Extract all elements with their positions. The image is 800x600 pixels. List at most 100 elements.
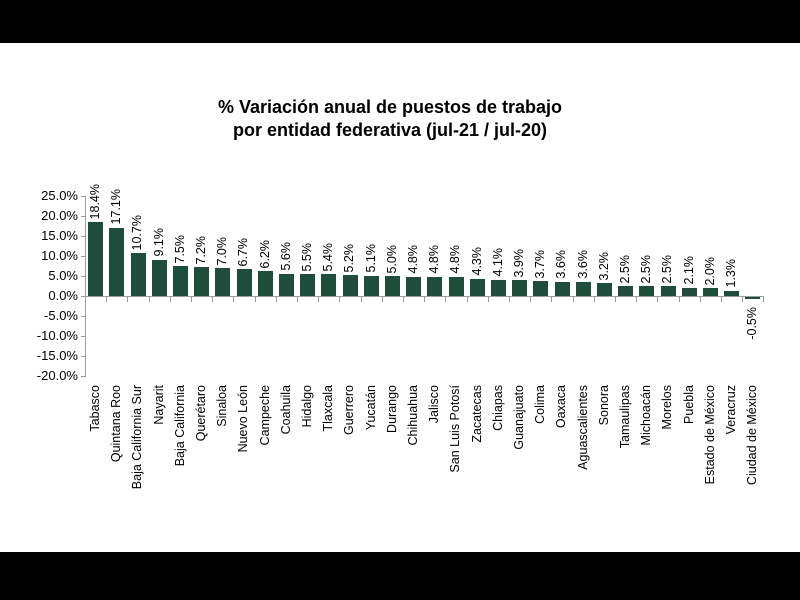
bar	[384, 276, 400, 296]
category-label: Jalisco	[424, 385, 445, 423]
category-label: Guanajuato	[509, 385, 530, 450]
x-axis-line	[85, 296, 765, 297]
category-label-text: Oaxaca	[554, 385, 569, 429]
x-axis-tick	[148, 297, 150, 302]
bar-value-label: 2.1%	[679, 256, 700, 285]
x-axis-tick	[742, 297, 744, 302]
category-label-text: Baja California Sur	[130, 385, 145, 490]
bar-value-label: 1.3%	[721, 259, 742, 288]
category-label: Nayarit	[149, 385, 170, 425]
category-label: Tlaxcala	[318, 385, 339, 432]
x-axis-tick	[699, 297, 701, 302]
bar-value-label: 4.3%	[467, 247, 488, 276]
bar	[702, 288, 718, 296]
bar	[257, 271, 273, 296]
bar-value-text: 7.0%	[215, 236, 230, 266]
bar-value-text: 9.1%	[151, 228, 166, 257]
x-axis-tick	[530, 297, 532, 302]
x-axis-tick	[657, 297, 659, 302]
bar-value-label: 3.6%	[551, 250, 572, 279]
category-label-text: Morelos	[660, 385, 675, 430]
bar-value-label: 5.2%	[339, 244, 360, 273]
bar-value-label: 5.1%	[361, 244, 382, 273]
bar-value-text: 2.5%	[618, 254, 633, 284]
category-label-text: Chihuahua	[406, 385, 421, 446]
bar-value-text: -0.5%	[745, 307, 760, 340]
bar-value-text: 3.2%	[596, 251, 611, 281]
category-label: Baja California Sur	[127, 385, 148, 489]
category-label: Tamaulipas	[615, 385, 636, 448]
bar	[681, 287, 697, 296]
x-axis-tick	[318, 297, 320, 302]
category-label-text: Aguascalientes	[575, 385, 590, 470]
bar-value-text: 2.5%	[639, 254, 654, 284]
bar-value-label: 9.1%	[149, 228, 170, 257]
bar-value-text: 7.5%	[172, 234, 187, 264]
bar-value-label: 7.5%	[170, 235, 191, 264]
x-axis-tick	[763, 297, 765, 302]
bar-value-label: 17.1%	[106, 189, 127, 224]
bar	[490, 279, 506, 296]
bar-value-text: 2.0%	[702, 256, 717, 286]
bar-value-label: 3.7%	[530, 250, 551, 279]
x-axis-tick	[487, 297, 489, 302]
bar	[215, 268, 231, 296]
category-label: Chihuahua	[403, 385, 424, 445]
category-label-text: Nayarit	[151, 385, 166, 425]
y-axis-tick-label: -10.0%	[36, 328, 78, 343]
x-axis-tick	[233, 297, 235, 302]
category-label: Sonora	[594, 385, 615, 425]
bar	[618, 286, 634, 296]
category-label-text: Tlaxcala	[321, 385, 336, 432]
category-label-text: Hidalgo	[300, 385, 315, 428]
category-label: Durango	[382, 385, 403, 433]
bar-value-text: 4.8%	[406, 245, 421, 274]
category-label: Yucatán	[361, 385, 382, 430]
category-label-text: San Luis Potosí	[448, 385, 463, 473]
category-label-text: Jalisco	[427, 385, 442, 424]
bar-value-text: 10.7%	[130, 214, 145, 251]
bar	[427, 276, 443, 296]
x-axis-tick	[254, 297, 256, 302]
category-label-text: Coahuila	[278, 385, 293, 435]
bar	[363, 275, 379, 296]
y-axis-tick	[81, 336, 85, 337]
x-axis-tick	[403, 297, 404, 302]
bar	[172, 266, 188, 296]
bar-value-text: 6.2%	[257, 239, 272, 269]
bar-value-label: 4.1%	[488, 248, 509, 277]
y-axis-tick	[81, 236, 85, 237]
x-axis-tick	[678, 297, 680, 302]
bar	[660, 286, 676, 296]
category-label: Guerrero	[339, 385, 360, 435]
bar-value-text: 2.1%	[681, 256, 696, 285]
x-axis-tick	[169, 297, 171, 302]
x-axis-tick	[360, 297, 362, 302]
category-label-text: Puebla	[681, 385, 696, 424]
y-axis-tick-label: 20.0%	[41, 208, 78, 223]
bar	[278, 273, 294, 296]
y-axis-tick-label: 10.0%	[41, 248, 78, 263]
letterbox-top	[0, 0, 800, 43]
bar-value-text: 18.4%	[88, 183, 103, 220]
bar-value-label: 5.5%	[297, 243, 318, 272]
bar-value-text: 5.5%	[300, 242, 315, 272]
category-label-text: Zacatecas	[469, 385, 484, 443]
bar	[194, 267, 210, 296]
y-axis-tick	[81, 256, 85, 257]
bar-value-text: 4.3%	[469, 247, 484, 276]
y-axis-tick	[81, 296, 85, 297]
y-axis-tick-label: -15.0%	[36, 348, 78, 363]
category-label: Sinaloa	[212, 385, 233, 427]
x-axis-tick	[593, 297, 595, 302]
category-label-text: Michoacán	[639, 385, 654, 446]
bar	[88, 222, 104, 296]
bar	[575, 281, 591, 296]
bar-value-text: 4.8%	[427, 245, 442, 274]
bar	[469, 278, 485, 296]
bar-value-label: 7.2%	[191, 236, 212, 265]
bar	[512, 280, 528, 296]
y-axis-tick-label: -5.0%	[44, 308, 78, 323]
y-axis-line	[85, 196, 86, 377]
